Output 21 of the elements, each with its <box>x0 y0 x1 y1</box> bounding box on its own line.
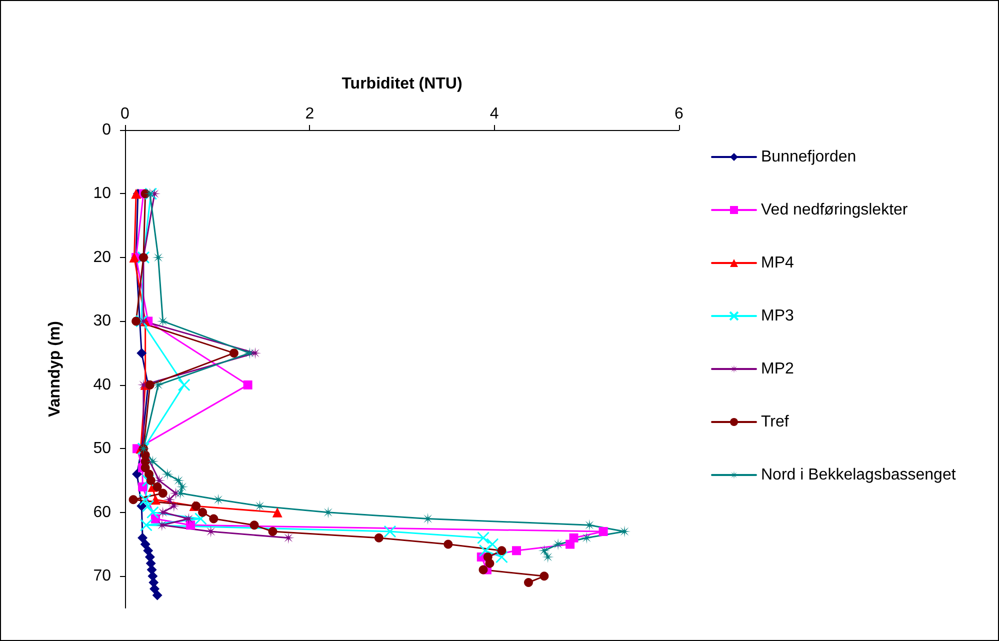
legend-label: MP3 <box>761 308 794 324</box>
legend-label: MP2 <box>761 360 794 378</box>
y-tick-label: 60 <box>93 504 112 521</box>
x-tick-label: 6 <box>674 106 684 122</box>
y-axis-title: Vanndyp (m) <box>46 320 64 418</box>
x-axis-title: Turbiditet (NTU) <box>342 76 462 92</box>
legend-label: Tref <box>761 414 790 430</box>
y-tick-label: 10 <box>93 185 112 202</box>
x-tick-label: 0 <box>120 106 130 122</box>
y-tick-label: 30 <box>93 312 112 330</box>
y-tick-label: 40 <box>93 376 112 394</box>
y-tick-label: 0 <box>102 122 112 138</box>
legend-label: Bunnefjorden <box>761 148 856 166</box>
y-tick-label: 70 <box>93 568 112 585</box>
x-tick-label: 2 <box>305 106 314 122</box>
legend-label: Nord i Bekkelagsbassenget <box>761 466 956 484</box>
y-tick-label: 20 <box>93 248 112 266</box>
legend-label: Ved nedføringslekter <box>761 202 908 218</box>
x-tick-label: 4 <box>490 106 499 122</box>
y-tick-label: 50 <box>93 440 112 458</box>
legend-label: MP4 <box>761 254 794 272</box>
